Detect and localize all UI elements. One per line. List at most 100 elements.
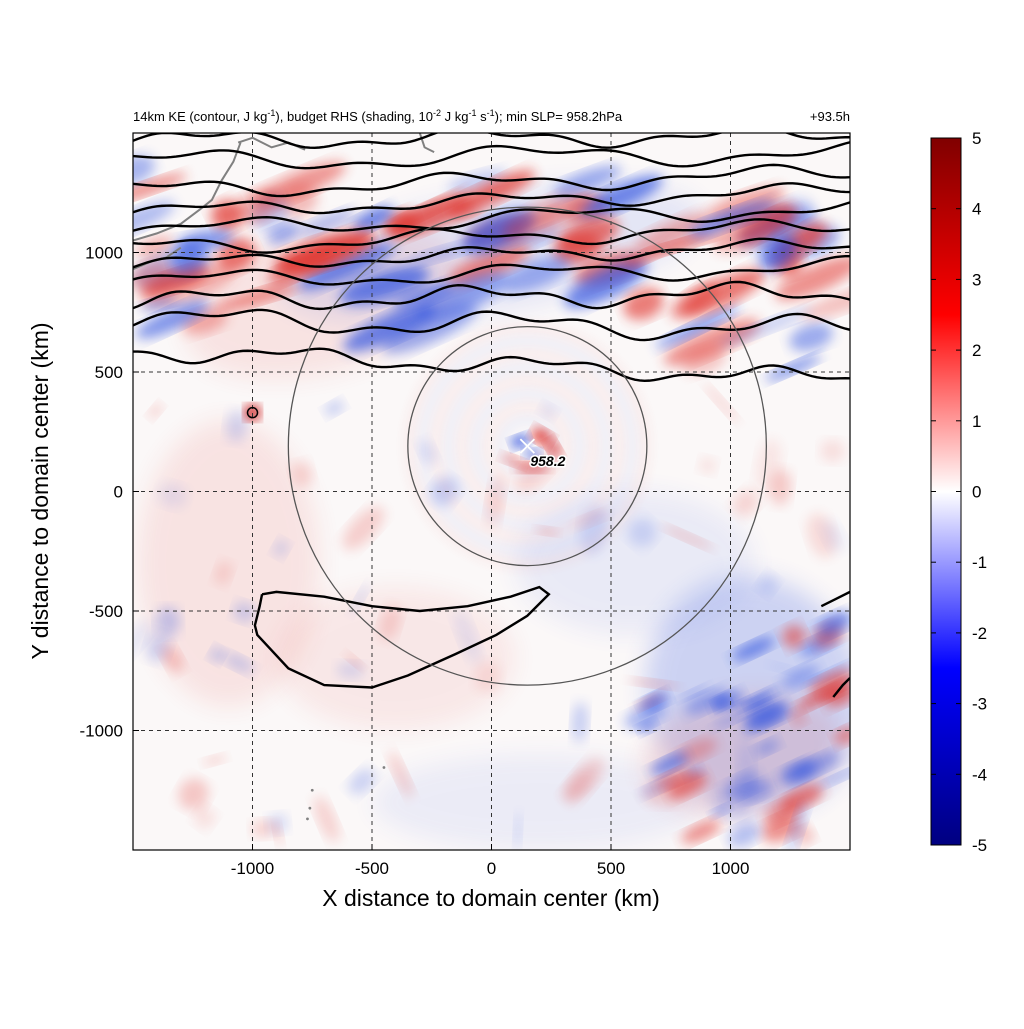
storm-marker-line (519, 438, 535, 454)
ke-contour (133, 255, 850, 286)
shading-blob (388, 750, 413, 798)
x-axis-title: X distance to domain center (km) (322, 885, 659, 911)
shading-blob (233, 189, 280, 224)
shading-blob (684, 688, 729, 715)
island (306, 817, 309, 821)
shading-blob (162, 646, 183, 673)
shading-blob (822, 520, 846, 553)
x-tick-label: -1000 (231, 859, 274, 878)
shading-blob (718, 308, 813, 346)
ke-contour (133, 308, 850, 342)
y-tick-label: -1000 (80, 722, 123, 741)
y-axis: -1000 -500 0 500 1000 (80, 244, 139, 741)
shading-blob (350, 583, 369, 614)
spiral-band (445, 364, 609, 528)
shading-blob (679, 685, 709, 701)
shading-blob (642, 779, 686, 807)
shading-blob (342, 506, 385, 550)
spiral-band (459, 377, 596, 515)
shading-blob (273, 539, 289, 558)
shading-blob (817, 611, 850, 636)
shading-blob (214, 561, 233, 586)
shading-blob (623, 288, 664, 320)
shading-blob (415, 271, 509, 321)
shading-blob (712, 205, 797, 252)
shading-blob (298, 209, 356, 236)
shading-blob (823, 682, 850, 707)
shading-blob (780, 785, 823, 811)
shading-blob (202, 755, 227, 766)
x-tick-label: 0 (487, 859, 496, 878)
shading-blob (381, 303, 478, 354)
y-tick-label: 1000 (85, 244, 123, 263)
shading-blob (754, 739, 780, 756)
shading-blob (501, 454, 525, 467)
x-tick-label: 1000 (712, 859, 750, 878)
colorbar: 5 4 3 2 1 0 -1 -2 -3 -4 -5 (930, 129, 987, 855)
storm-slp-label: 958.2 (530, 453, 565, 469)
storm-center: 958.2 (519, 438, 567, 471)
ke-contour (820, 590, 850, 608)
shading-blob (819, 763, 850, 788)
shading-blob (781, 665, 820, 689)
range-circle (287, 206, 767, 686)
shading-blob (133, 619, 154, 662)
shading-blob (209, 646, 225, 663)
shading-blob (523, 448, 541, 459)
shading-blob (267, 223, 301, 244)
shading-blob (732, 489, 759, 517)
shading-blob (562, 772, 591, 802)
shading-blob (579, 175, 663, 218)
spiral-band (406, 325, 649, 567)
ke-contour-small (246, 406, 259, 419)
shading-blob (681, 820, 721, 844)
shading-blob (352, 206, 394, 232)
y-axis-title: Y distance to domain center (km) (27, 322, 53, 659)
colorbar-tick-label: 3 (972, 270, 981, 289)
shading-blob (713, 710, 750, 729)
shading-blob (789, 323, 833, 352)
shading-blob (790, 709, 807, 726)
shading-blob (379, 605, 401, 641)
shading-blob (573, 510, 611, 528)
shading-blob (703, 383, 740, 423)
shading-blob (769, 469, 792, 506)
shading-blob (298, 243, 395, 291)
ke-contour (133, 237, 850, 269)
shading-blob (714, 696, 730, 710)
shading-blob (758, 574, 778, 595)
shading-blob (820, 439, 845, 463)
shading-blob (572, 701, 588, 743)
shading-blob (802, 282, 850, 320)
shading-blob (698, 457, 717, 474)
shading-blob (251, 819, 276, 838)
shading-blob (624, 702, 666, 730)
shading-blob (808, 669, 850, 697)
ke-contour (133, 201, 850, 232)
shading-blob (135, 300, 209, 339)
x-axis: -1000 -500 0 500 1000 (231, 844, 750, 878)
shading-blob (627, 518, 657, 547)
x-tick-label: 500 (597, 859, 625, 878)
colorbar-tick-label: -3 (972, 695, 987, 714)
shading-blob (314, 796, 340, 843)
shading-blob (372, 754, 707, 850)
shading-blob (223, 653, 254, 673)
shading-blob (215, 283, 299, 311)
colorbar-tick-label: -2 (972, 624, 987, 643)
shading-blob (737, 740, 755, 798)
ke-contour (133, 218, 850, 254)
shading-blob (650, 753, 689, 775)
y-tick-label: 500 (95, 363, 123, 382)
shading-blob (564, 259, 648, 308)
shading-blob (348, 271, 426, 296)
island (308, 806, 312, 810)
shading-blob (745, 700, 786, 727)
colorbar-tick-label: 4 (972, 200, 981, 219)
time-label: +93.5h (810, 109, 850, 124)
shading-blob (454, 610, 481, 663)
range-circle (407, 325, 648, 567)
shading-blob (233, 602, 256, 623)
range-circles (287, 206, 767, 686)
